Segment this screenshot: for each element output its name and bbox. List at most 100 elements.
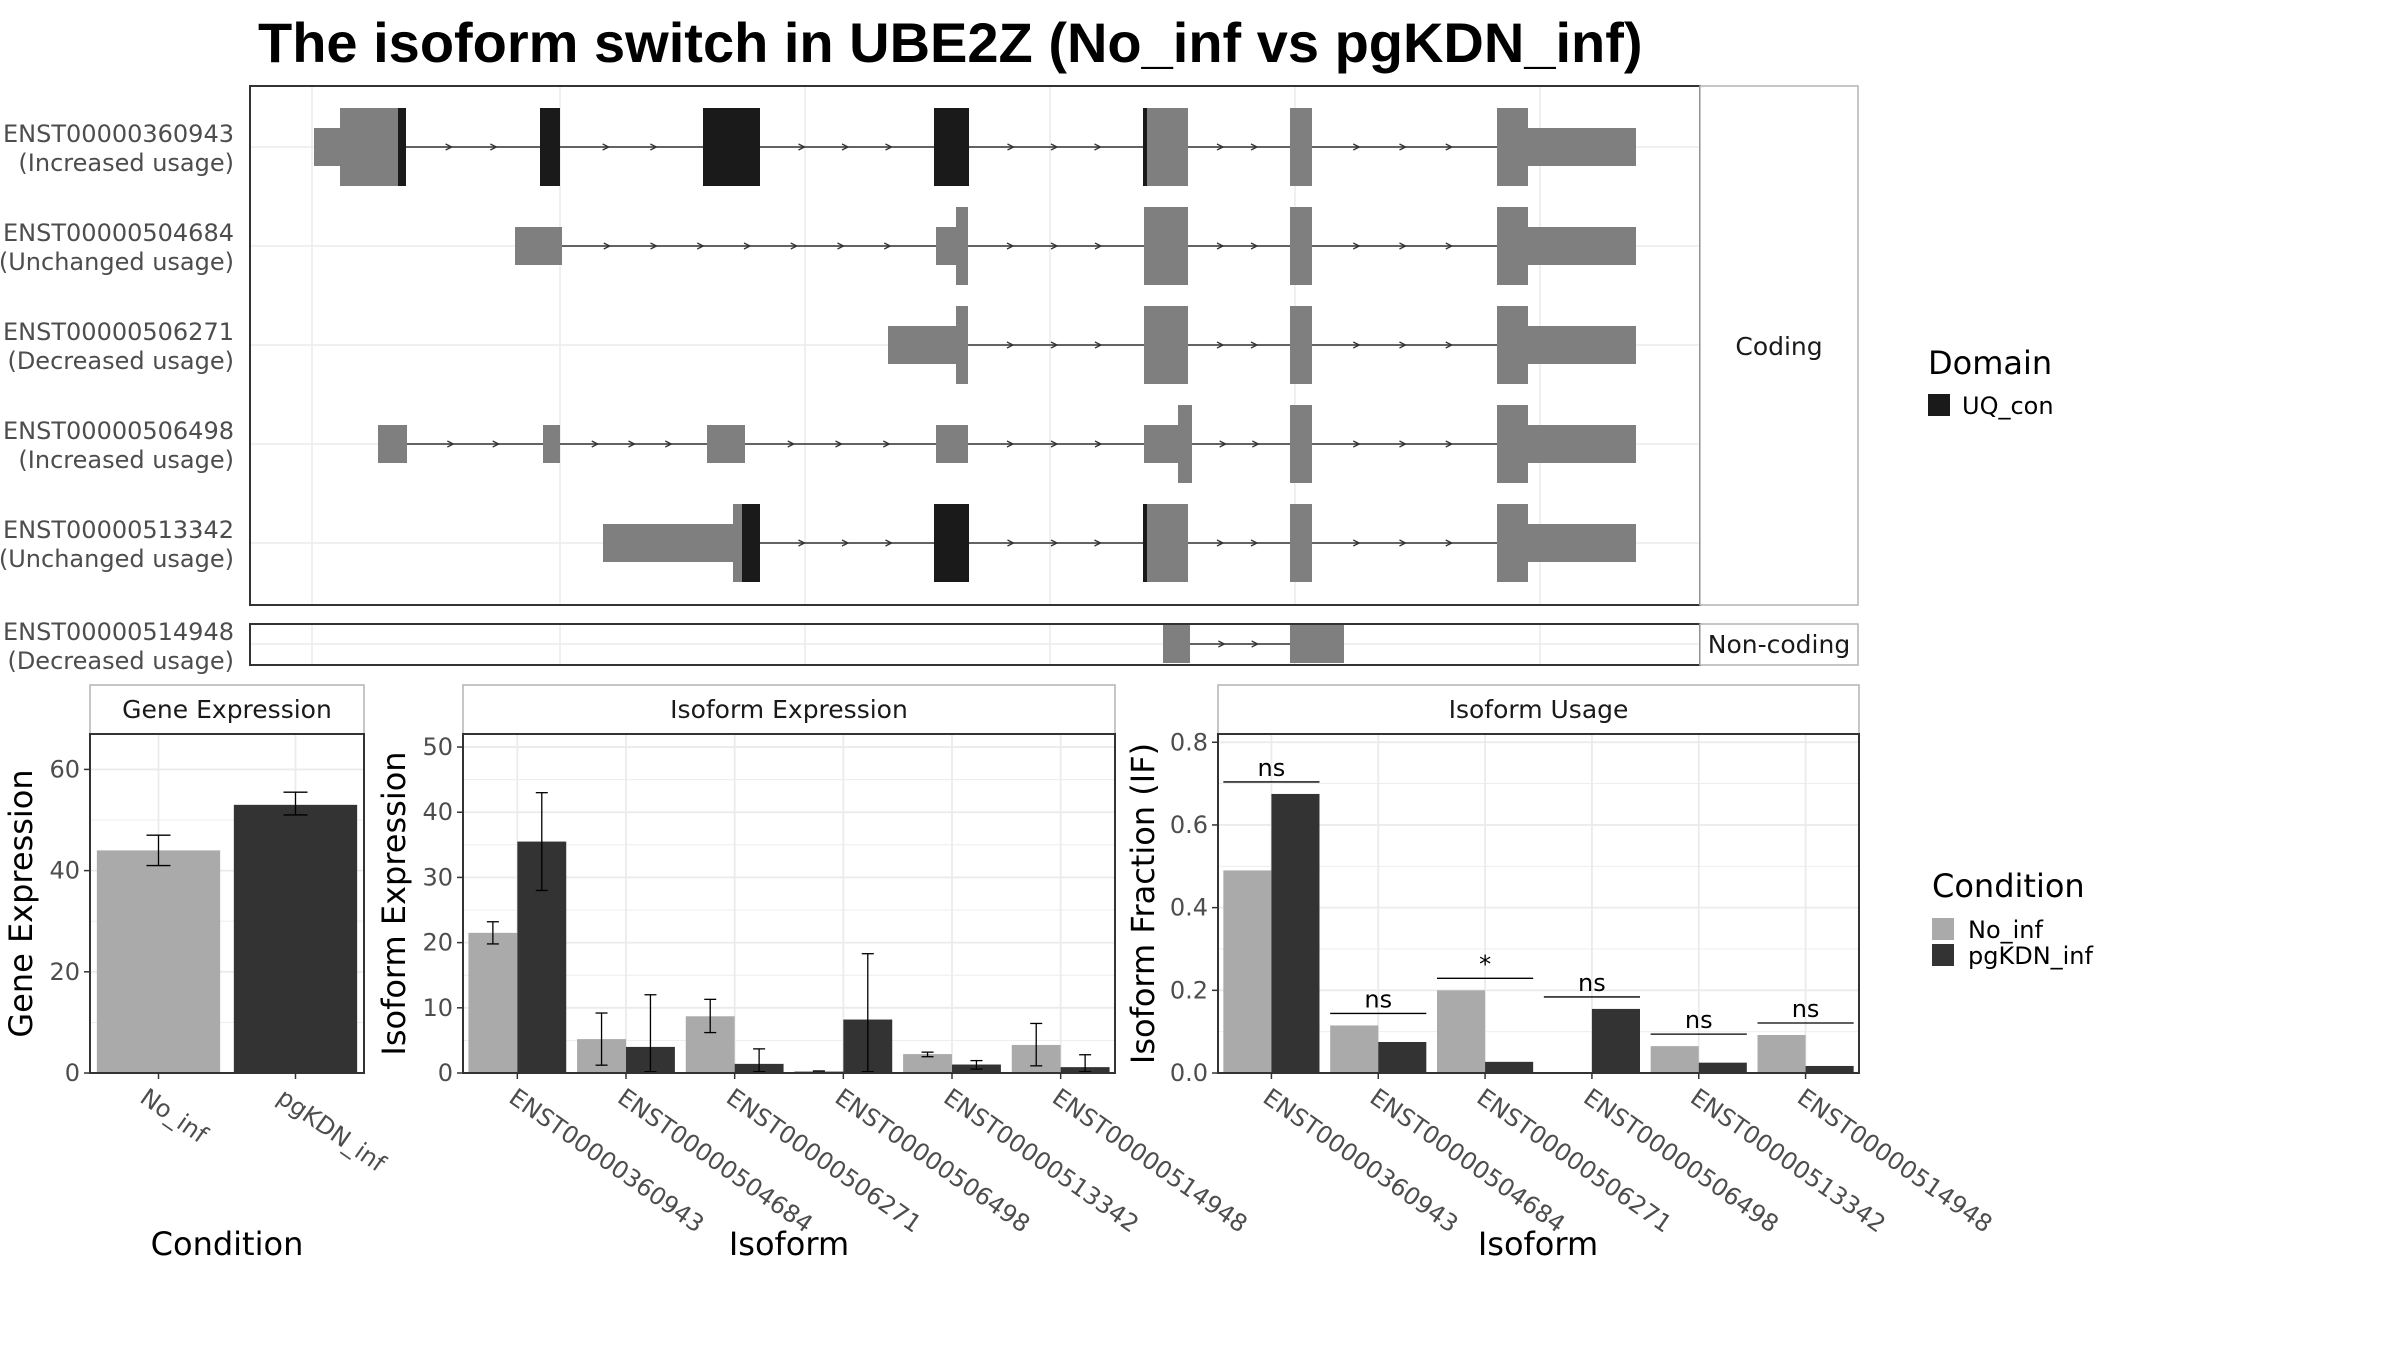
y-tick-label: 0.4 bbox=[1170, 894, 1208, 922]
intron-arrow bbox=[1445, 539, 1454, 547]
y-tick-label: 0 bbox=[438, 1059, 453, 1087]
panel-strip-title: Isoform Usage bbox=[1449, 695, 1629, 724]
domain-block bbox=[1143, 504, 1147, 582]
intron-arrow bbox=[883, 242, 892, 250]
intron-arrow bbox=[1352, 539, 1361, 547]
exon-block bbox=[1528, 524, 1636, 562]
exon-block bbox=[314, 128, 340, 166]
intron-arrow bbox=[1445, 341, 1454, 349]
exon-block bbox=[515, 227, 562, 265]
transcript-id-label: ENST00000360943 bbox=[3, 120, 234, 148]
significance-label: ns bbox=[1792, 995, 1820, 1023]
domain-legend-title: Domain bbox=[1928, 344, 2052, 382]
intron-arrow bbox=[1352, 440, 1361, 448]
intron-arrow bbox=[1094, 440, 1103, 448]
x-tick-label: ENST00000360943 bbox=[504, 1083, 709, 1238]
exon-shapes bbox=[314, 108, 1636, 663]
intron-arrow bbox=[603, 242, 612, 250]
intron-arrow bbox=[1445, 242, 1454, 250]
transcript-structure-plot: Coding Non-coding ENST00000360943 (Incre… bbox=[0, 85, 1859, 675]
intron-arrow bbox=[1250, 242, 1259, 250]
intron-arrow bbox=[1216, 341, 1225, 349]
intron-arrow bbox=[743, 242, 752, 250]
intron-arrow bbox=[841, 539, 850, 547]
bar bbox=[1591, 1008, 1640, 1073]
x-axis-title: Isoform bbox=[729, 1225, 849, 1263]
intron-arrow bbox=[885, 143, 893, 151]
significance-label: * bbox=[1479, 950, 1491, 978]
intron-arrow bbox=[1399, 539, 1407, 547]
x-tick-label: No_inf bbox=[135, 1083, 213, 1149]
transcript-status-label: (Increased usage) bbox=[18, 149, 234, 177]
domain-legend-swatch bbox=[1928, 394, 1950, 416]
exon-block bbox=[707, 425, 745, 463]
transcript-labels: ENST00000360943 (Increased usage) ENST00… bbox=[0, 120, 234, 675]
intron-arrow bbox=[650, 242, 658, 250]
exon-block bbox=[1528, 128, 1636, 166]
exon-block bbox=[1290, 207, 1312, 285]
bar bbox=[1650, 1046, 1699, 1073]
y-tick-label: 0.6 bbox=[1170, 811, 1208, 839]
intron-arrow bbox=[835, 440, 843, 448]
exon-block bbox=[1497, 504, 1528, 582]
intron-arrow bbox=[1094, 539, 1102, 547]
bar bbox=[1698, 1062, 1747, 1073]
intron-arrow bbox=[798, 143, 806, 151]
y-axis-title: Isoform Expression bbox=[375, 751, 413, 1055]
intron-arrow bbox=[1252, 440, 1260, 448]
intron-arrow bbox=[1050, 341, 1059, 349]
domain-block bbox=[398, 108, 406, 186]
transcript-status-label: (Decreased usage) bbox=[7, 347, 234, 375]
y-tick-label: 0.2 bbox=[1170, 976, 1208, 1004]
intron-arrow bbox=[1250, 539, 1259, 547]
intron-arrow bbox=[1399, 143, 1407, 151]
intron-arrow bbox=[447, 440, 455, 448]
bar bbox=[233, 804, 358, 1073]
panel-strip bbox=[89, 684, 365, 735]
intron-arrow bbox=[1250, 143, 1259, 151]
y-tick-label: 10 bbox=[422, 994, 453, 1022]
intron-arrow bbox=[790, 242, 799, 250]
exon-block bbox=[1144, 425, 1178, 463]
exon-block bbox=[1528, 425, 1636, 463]
x-axis-title: Isoform bbox=[1478, 1225, 1598, 1263]
significance-label: ns bbox=[1578, 969, 1606, 997]
x-tick-label: ENST00000506498 bbox=[830, 1083, 1035, 1238]
chart-panel: Isoform Expression 0 10 20 30 40 50 ENST0000036… bbox=[375, 684, 1252, 1263]
coding-strip-label: Coding bbox=[1735, 332, 1822, 361]
bar bbox=[1437, 990, 1486, 1073]
transcript-status-label: (Unchanged usage) bbox=[0, 248, 234, 276]
legend-label-no-inf: No_inf bbox=[1968, 916, 2044, 944]
exon-block bbox=[1144, 207, 1188, 285]
bar bbox=[1223, 870, 1272, 1073]
panel-border bbox=[89, 733, 365, 1074]
intron-arrow bbox=[664, 440, 673, 448]
exon-block bbox=[1497, 306, 1528, 384]
intron-arrow bbox=[1219, 440, 1228, 448]
transcript-id-label: ENST00000513342 bbox=[3, 516, 234, 544]
bar bbox=[903, 1054, 952, 1073]
domain-block bbox=[703, 108, 760, 186]
intron-arrow bbox=[1250, 341, 1259, 349]
legend-swatch-no-inf bbox=[1932, 918, 1954, 940]
exon-block bbox=[1290, 625, 1344, 663]
transcript-id-label: ENST00000514948 bbox=[3, 618, 234, 646]
intron-arrow bbox=[1006, 242, 1015, 250]
exon-block bbox=[733, 504, 742, 582]
transcript-id-label: ENST00000506498 bbox=[3, 417, 234, 445]
intron-arrow bbox=[1007, 143, 1015, 151]
significance-label: ns bbox=[1685, 1006, 1713, 1034]
significance-label: ns bbox=[1258, 754, 1286, 782]
x-tick-label: ENST00000513342 bbox=[1685, 1083, 1890, 1238]
intron-arrow bbox=[1216, 143, 1225, 151]
intron-arrow bbox=[1007, 539, 1015, 547]
panel-border bbox=[1217, 733, 1860, 1074]
intron-arrow bbox=[591, 440, 600, 448]
transcript-id-label: ENST00000504684 bbox=[3, 219, 234, 247]
panel-strip-title: Gene Expression bbox=[122, 695, 332, 724]
exon-block bbox=[956, 207, 968, 285]
exon-block bbox=[1163, 625, 1190, 663]
y-tick-label: 20 bbox=[422, 929, 453, 957]
panel-strip bbox=[462, 684, 1116, 735]
y-tick-label: 50 bbox=[422, 733, 453, 761]
